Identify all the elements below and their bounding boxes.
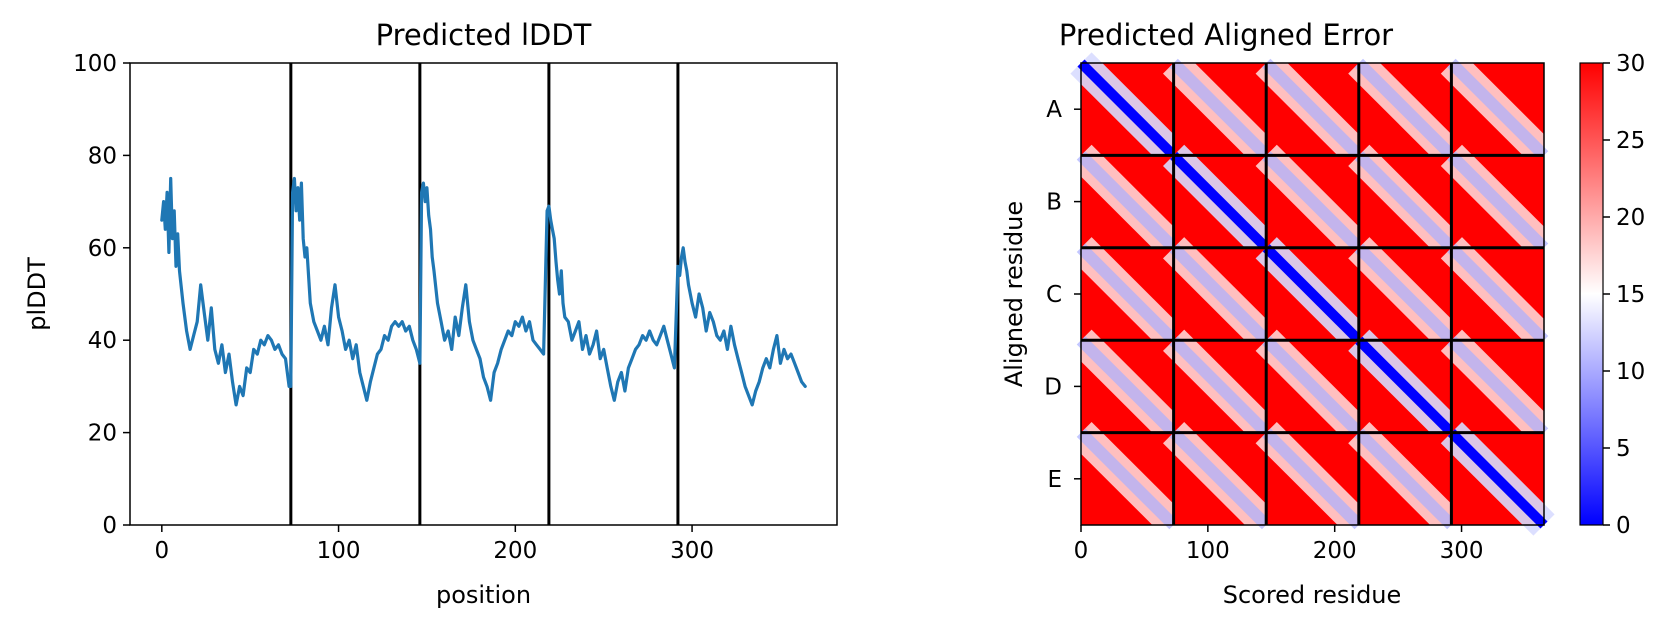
pae-offdiagonal-core — [1354, 243, 1456, 345]
plddt-x-tick-label: 100 — [317, 538, 361, 564]
colorbar-ticks: 0 5 10 15 20 25 30 — [1603, 51, 1645, 539]
pae-offdiagonal-core — [1076, 428, 1178, 530]
pae-offdiagonal-core — [1076, 243, 1178, 345]
pae-diagonal-core — [1447, 429, 1548, 529]
pae-block — [1255, 144, 1370, 259]
pae-block — [1348, 52, 1462, 167]
plddt-series-line — [160, 176, 807, 407]
pae-y-ticks: A B C D E — [1044, 97, 1081, 493]
pae-chain-label: D — [1044, 374, 1062, 400]
pae-x-ticks: 0 100 200 300 — [1074, 525, 1484, 564]
pae-block — [1348, 329, 1462, 444]
pae-x-axis-label: Scored residue — [1223, 581, 1402, 609]
pae-diagonal-core — [1355, 336, 1455, 437]
pae-chain-label: A — [1046, 97, 1062, 123]
pae-block — [1163, 421, 1277, 536]
plddt-y-tick-label: 0 — [102, 513, 117, 539]
pae-block — [1163, 237, 1277, 351]
pae-block — [1348, 421, 1462, 536]
plddt-y-tick-label: 80 — [88, 143, 117, 169]
pae-block — [1440, 329, 1555, 444]
pae-block — [1255, 329, 1370, 444]
pae-x-tick-label: 100 — [1186, 538, 1230, 564]
pae-diagonal-core — [1170, 151, 1270, 252]
pae-offdiagonal-core — [1169, 335, 1271, 437]
pae-offdiagonal-core — [1261, 428, 1364, 530]
pae-chain-label: B — [1046, 190, 1062, 216]
plddt-chart: Predicted lDDT 0 100 200 300 0 20 40 60 80 100 p… — [23, 18, 838, 609]
pae-block — [1163, 329, 1277, 444]
pae-offdiagonal-core — [1354, 58, 1456, 160]
colorbar-gradient — [1579, 62, 1604, 526]
pae-offdiagonal-core — [1169, 58, 1271, 160]
pae-x-tick-label: 0 — [1074, 538, 1089, 564]
plddt-x-tick-label: 0 — [154, 538, 169, 564]
colorbar-tick-label: 10 — [1616, 359, 1645, 385]
pae-block — [1255, 52, 1370, 167]
colorbar-tick-label: 15 — [1616, 282, 1645, 308]
colorbar-tick-label: 25 — [1616, 128, 1645, 154]
pae-offdiagonal-core — [1261, 335, 1364, 437]
plddt-y-tick-label: 100 — [73, 51, 117, 77]
pae-offdiagonal-core — [1169, 428, 1271, 530]
pae-diagonal-core — [1262, 244, 1363, 344]
colorbar-tick-label: 5 — [1616, 436, 1631, 462]
plddt-x-ticks: 0 100 200 300 — [154, 525, 714, 564]
pae-block — [1163, 144, 1277, 259]
plddt-y-axis-label: plDDT — [23, 257, 51, 331]
colorbar: 0 5 10 15 20 25 30 — [1579, 51, 1645, 539]
plddt-axes-frame — [129, 62, 838, 526]
pae-title: Predicted Aligned Error — [1059, 18, 1393, 52]
pae-offdiagonal-core — [1447, 243, 1549, 345]
pae-block — [1440, 144, 1555, 259]
plddt-x-axis-label: position — [436, 581, 531, 609]
colorbar-tick-label: 30 — [1616, 51, 1645, 77]
pae-chain-label: E — [1047, 467, 1062, 493]
colorbar-tick-label: 0 — [1616, 513, 1631, 539]
pae-block — [1348, 144, 1462, 259]
pae-offdiagonal-core — [1447, 58, 1549, 160]
pae-block — [1440, 421, 1555, 536]
pae-block — [1348, 237, 1462, 351]
plddt-x-tick-label: 300 — [670, 538, 714, 564]
pae-offdiagonal-core — [1354, 428, 1456, 530]
pae-offdiagonal-core — [1076, 335, 1178, 437]
pae-diagonal-core — [1077, 59, 1178, 159]
pae-offdiagonal-core — [1169, 243, 1271, 345]
plddt-x-tick-label: 200 — [493, 538, 537, 564]
pae-block — [1255, 237, 1370, 351]
colorbar-tick-label: 20 — [1616, 205, 1645, 231]
pae-offdiagonal-core — [1447, 151, 1549, 253]
pae-offdiagonal-core — [1447, 335, 1549, 437]
pae-offdiagonal-core — [1261, 151, 1364, 253]
plddt-title: Predicted lDDT — [376, 18, 592, 52]
pae-chain-label: C — [1046, 282, 1062, 308]
pae-heatmap — [1070, 52, 1555, 536]
plddt-y-tick-label: 40 — [88, 328, 117, 354]
pae-x-tick-label: 300 — [1440, 538, 1484, 564]
pae-offdiagonal-core — [1261, 58, 1364, 160]
pae-block — [1070, 421, 1185, 536]
pae-offdiagonal-core — [1076, 151, 1178, 253]
pae-block — [1070, 237, 1185, 351]
pae-block — [1070, 329, 1185, 444]
pae-block — [1440, 237, 1555, 351]
plddt-y-tick-label: 60 — [88, 236, 117, 262]
pae-block — [1440, 52, 1555, 167]
pae-block — [1070, 144, 1185, 259]
pae-y-axis-label: Aligned residue — [1000, 201, 1028, 387]
pae-block — [1070, 52, 1185, 167]
plddt-plot-area — [160, 63, 807, 525]
pae-x-tick-label: 200 — [1313, 538, 1357, 564]
pae-block — [1163, 52, 1277, 167]
plddt-y-tick-label: 20 — [88, 421, 117, 447]
pae-block — [1255, 421, 1370, 536]
plddt-y-ticks: 0 20 40 60 80 100 — [73, 51, 130, 539]
pae-offdiagonal-core — [1354, 151, 1456, 253]
pae-chart: Predicted Aligned Error 0 100 200 300 ABCDE… — [1000, 18, 1645, 609]
